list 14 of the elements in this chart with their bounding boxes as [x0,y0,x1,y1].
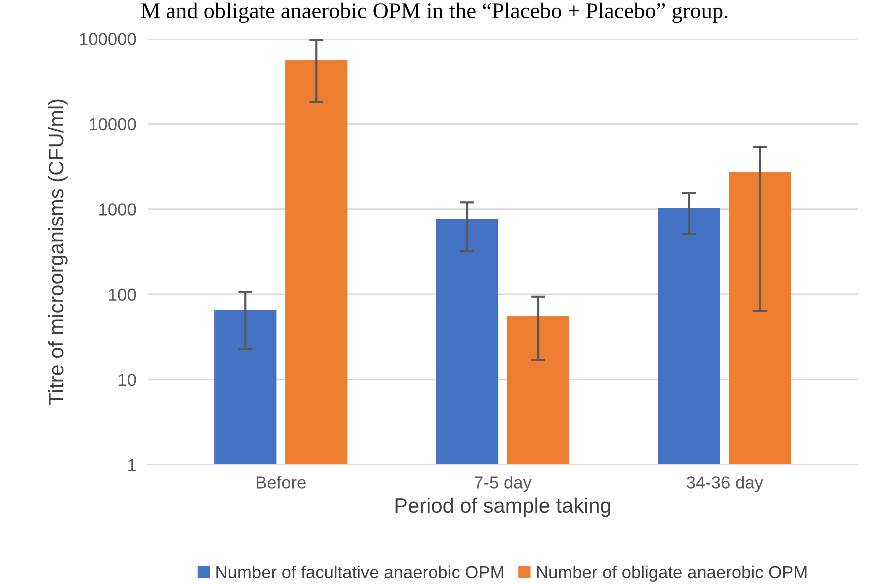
y-tick-label: 1 [128,459,136,472]
legend-label: Number of obligate anaerobic OPM [537,566,807,582]
x-tick-label: Before [256,476,306,489]
y-tick-label: 10000 [90,118,136,131]
x-axis-title: Period of sample taking [396,498,611,518]
legend-label: Number of facultative anaerobic OPM [216,566,504,579]
y-tick-label: 10 [118,374,136,386]
text: M and obligate anaerobic OPM in the “Placebo + Placebo” group. [141,2,728,24]
y-axis-title: Titre of microorganisms (CFU/ml) [48,100,68,406]
y-tick-label: 1000 [100,204,136,216]
y-tick-label: 100 [109,288,136,302]
x-tick-label: 7-5 day [474,476,532,492]
x-tick-label: 34-36 day [686,476,764,492]
y-tick-label: 100000 [80,33,136,46]
